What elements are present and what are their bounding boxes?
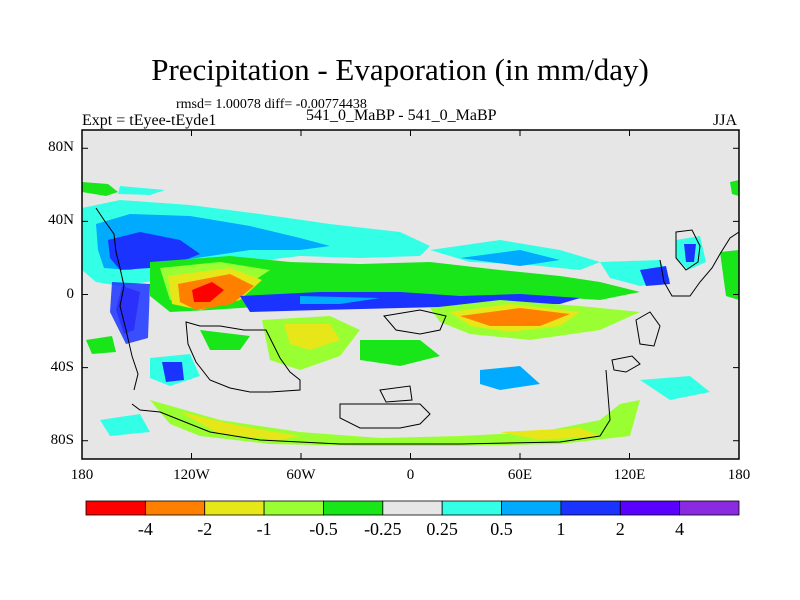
field-patch	[480, 366, 540, 390]
colorbar-box	[619, 500, 681, 516]
coastline	[95, 207, 139, 391]
x-tick-label: 180	[70, 467, 94, 483]
colorbar-box	[501, 500, 562, 516]
chart-title: Precipitation - Evaporation (in mm/day)	[151, 52, 649, 87]
colorbar-tick-label: 0.5	[490, 519, 513, 539]
x-tick-label: 120W	[173, 467, 210, 483]
coastline	[383, 309, 447, 335]
field-patch	[162, 362, 184, 382]
field-patch	[110, 282, 150, 344]
y-tick-label: 40S	[50, 358, 74, 375]
x-tick-marks	[81, 130, 740, 459]
colorbar-tick-label: -1	[256, 519, 272, 539]
field-patch	[300, 296, 380, 304]
y-tick-label: 80N	[48, 139, 74, 156]
field-patch	[730, 180, 739, 196]
y-tick-label: 0	[66, 285, 75, 302]
experiment-label: Expt = tEyee-tEyde1	[82, 112, 217, 129]
field-layer	[82, 180, 739, 446]
x-tick-label: 180	[727, 467, 751, 483]
colorbar-tick-label: 4	[675, 519, 685, 539]
season-label: JJA	[713, 112, 738, 129]
colorbar-box	[679, 500, 740, 516]
y-tick-label: 40N	[48, 212, 74, 229]
y-tick-marks	[82, 147, 739, 442]
x-tick-label: 120E	[613, 467, 646, 483]
colorbar-box	[560, 500, 621, 516]
colorbar-box	[85, 500, 146, 516]
colorbar-tick-label: 0.25	[426, 519, 458, 539]
case-label: 541_0_MaBP - 541_0_MaBP	[306, 107, 497, 124]
coastline	[339, 403, 431, 429]
y-tick-label: 80S	[50, 431, 74, 448]
coastline	[659, 231, 739, 297]
colorbar-box	[441, 500, 502, 516]
field-patch	[684, 244, 696, 262]
field-patch	[460, 250, 560, 266]
colorbar-box	[323, 500, 384, 516]
chart-subtitle: rmsd= 1.00078 diff= -0.00774438	[176, 97, 367, 112]
field-patch	[720, 250, 739, 300]
coastline	[131, 369, 611, 445]
field-patch	[192, 282, 224, 302]
colorbar-box	[144, 500, 206, 516]
colorbar-tick-label: -0.25	[364, 519, 402, 539]
colorbar-tick-label: -0.5	[309, 519, 338, 539]
field-patch	[118, 186, 165, 195]
field-patch	[460, 308, 570, 326]
field-patch	[180, 412, 300, 440]
colorbar-tick-label: 1	[556, 519, 566, 539]
field-patch	[360, 340, 440, 366]
x-tick-label: 60E	[507, 467, 533, 483]
colorbar	[85, 500, 740, 516]
x-tick-label: 60W	[286, 467, 316, 483]
colorbar-box	[263, 500, 324, 516]
field-patch	[100, 414, 150, 436]
colorbar-box	[382, 500, 443, 516]
x-tick-label: 0	[406, 467, 415, 483]
coastline	[379, 385, 413, 403]
colorbar-tick-label: -4	[137, 519, 153, 539]
coastlines	[95, 207, 739, 445]
coastline	[635, 311, 661, 347]
field-patch	[86, 336, 116, 354]
field-patch	[200, 330, 250, 350]
colorbar-tick-label: 2	[615, 519, 625, 539]
field-patch	[500, 428, 600, 440]
field-patch	[284, 324, 340, 350]
coastline	[611, 355, 641, 373]
colorbar-tick-label: -2	[197, 519, 213, 539]
field-patch	[640, 376, 710, 400]
coastline	[185, 321, 301, 393]
field-patch	[82, 182, 118, 196]
colorbar-box	[204, 500, 265, 516]
coastline	[675, 229, 701, 271]
